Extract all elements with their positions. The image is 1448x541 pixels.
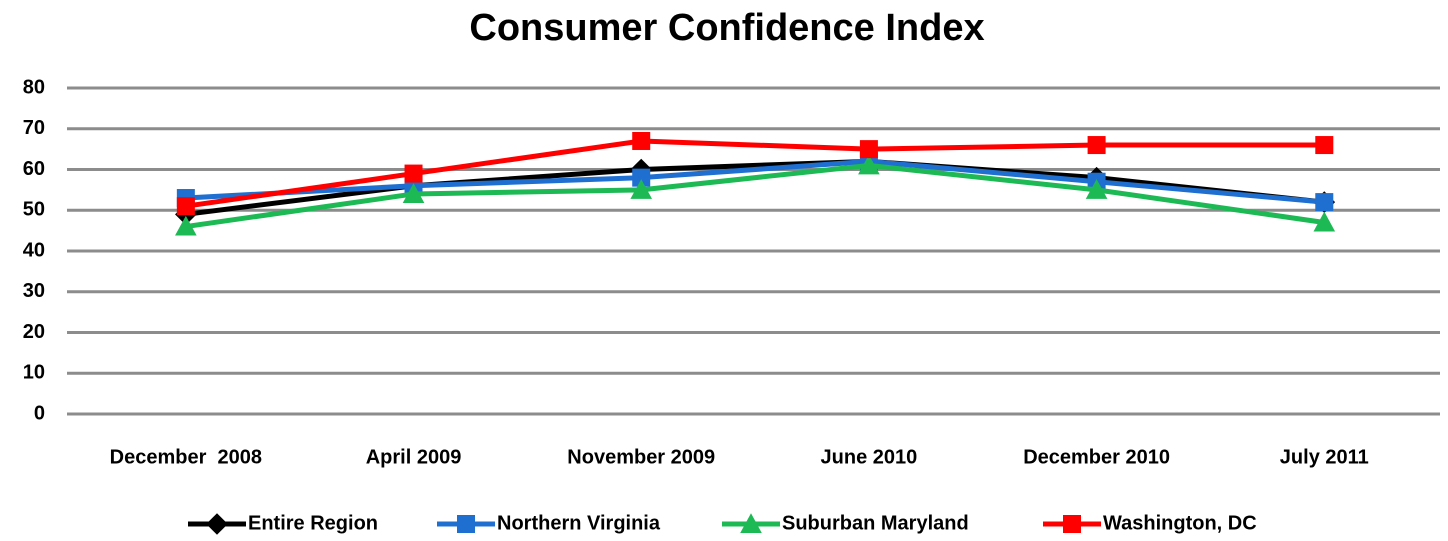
y-tick-label: 70 xyxy=(23,117,45,139)
series-line xyxy=(185,158,1325,205)
marker xyxy=(1085,179,1108,199)
marker xyxy=(1313,211,1336,232)
legend-marker xyxy=(457,515,475,533)
marker xyxy=(404,164,423,183)
y-tick-label: 20 xyxy=(23,321,45,343)
series-line xyxy=(185,158,1325,217)
marker xyxy=(1087,136,1106,155)
y-tick-label: 30 xyxy=(23,280,45,302)
x-tick-label: November 2009 xyxy=(567,446,715,468)
x-tick-label: June 2010 xyxy=(821,446,918,468)
marker xyxy=(402,183,425,203)
y-tick-label: 50 xyxy=(23,199,45,221)
marker xyxy=(630,179,653,199)
marker xyxy=(859,140,878,159)
x-tick-label: December 2010 xyxy=(1023,446,1170,468)
marker xyxy=(1315,193,1334,212)
y-tick-label: 40 xyxy=(23,239,45,261)
marker xyxy=(632,168,651,187)
marker xyxy=(632,131,651,150)
legend-label: Entire Region xyxy=(248,512,378,534)
legend-label: Washington, DC xyxy=(1103,512,1257,534)
legend-label: Suburban Maryland xyxy=(782,512,969,534)
legend-label: Northern Virginia xyxy=(497,512,661,534)
chart-title: Consumer Confidence Index xyxy=(469,7,984,49)
marker xyxy=(1315,136,1334,155)
legend-marker xyxy=(1063,515,1081,533)
y-tick-label: 10 xyxy=(23,362,45,384)
x-tick-label: July 2011 xyxy=(1280,446,1369,468)
y-tick-label: 80 xyxy=(23,76,45,98)
x-tick-label: April 2009 xyxy=(366,446,462,468)
y-tick-label: 0 xyxy=(34,402,45,424)
marker xyxy=(176,197,195,216)
series-line xyxy=(185,162,1325,230)
x-tick-label: December 2008 xyxy=(110,446,262,468)
legend-marker xyxy=(206,513,228,535)
marker xyxy=(175,215,197,236)
series-line xyxy=(185,138,1325,209)
y-tick-label: 60 xyxy=(23,158,45,180)
marker xyxy=(858,154,880,175)
legend-marker xyxy=(740,513,762,533)
